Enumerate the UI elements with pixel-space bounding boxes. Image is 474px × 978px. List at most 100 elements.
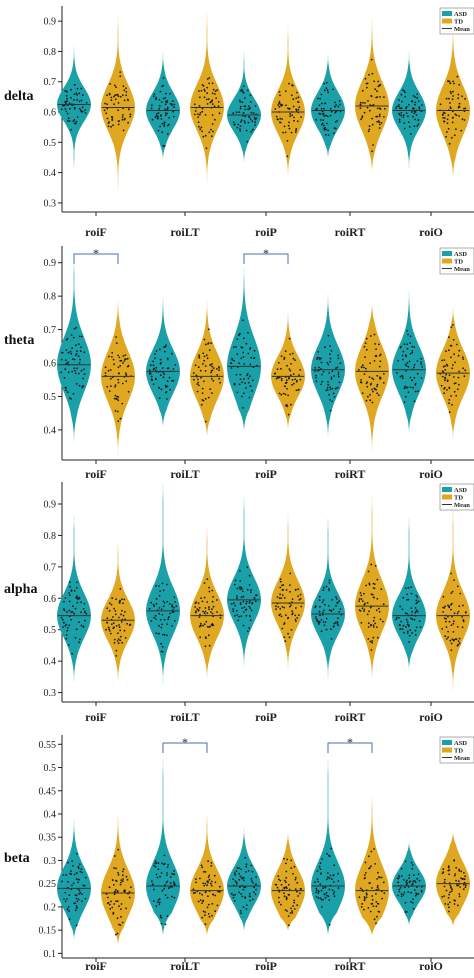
data-point (155, 873, 158, 876)
data-point (443, 392, 446, 394)
data-point (282, 584, 285, 586)
data-point (441, 113, 444, 116)
data-point (152, 360, 155, 363)
data-point (398, 99, 400, 101)
y-tick-label: 0.8 (44, 531, 57, 542)
data-point (290, 867, 293, 869)
data-point (119, 588, 122, 590)
data-point (230, 367, 233, 369)
data-point (126, 365, 129, 368)
data-point (149, 364, 152, 367)
data-point (368, 376, 371, 378)
data-point (195, 374, 198, 377)
data-point (379, 108, 382, 110)
data-point (458, 105, 460, 108)
data-point (205, 354, 208, 357)
data-point (451, 121, 454, 124)
data-point (242, 888, 245, 891)
data-point (400, 112, 403, 114)
data-point (382, 382, 385, 384)
data-point (292, 105, 295, 108)
data-point (409, 133, 412, 135)
legend-swatch-td (442, 747, 452, 753)
data-point (117, 95, 120, 98)
data-point (253, 886, 256, 889)
data-point (125, 91, 128, 93)
data-point (209, 388, 212, 391)
data-point (241, 90, 244, 93)
data-point (359, 887, 362, 890)
data-point (319, 883, 322, 886)
data-point (288, 888, 291, 891)
data-point (405, 112, 408, 114)
data-point (67, 861, 69, 864)
data-point (363, 345, 366, 348)
data-point (324, 346, 326, 349)
data-point (113, 893, 116, 896)
data-point (366, 86, 368, 89)
data-point (332, 626, 335, 628)
data-point (216, 904, 219, 907)
data-point (456, 612, 459, 615)
data-point (77, 355, 80, 358)
data-point (120, 613, 122, 616)
data-point (328, 923, 331, 926)
data-point (120, 903, 123, 905)
data-point (275, 608, 277, 610)
data-point (254, 600, 257, 603)
data-point (293, 865, 296, 868)
data-point (158, 107, 161, 110)
data-point (283, 636, 286, 639)
data-point (245, 908, 248, 910)
data-point (193, 103, 196, 106)
data-point (113, 903, 116, 905)
data-point (121, 402, 124, 405)
data-point (327, 91, 329, 94)
data-point (193, 113, 196, 116)
data-point (238, 586, 241, 589)
data-point (319, 873, 322, 875)
violin-td (271, 24, 305, 179)
data-point (369, 606, 372, 609)
data-point (368, 855, 370, 858)
data-point (318, 357, 320, 359)
data-point (448, 142, 451, 145)
data-point (80, 601, 82, 604)
data-point (404, 901, 407, 904)
data-point (373, 848, 375, 850)
data-point (462, 883, 465, 886)
data-point (454, 113, 457, 116)
data-point (204, 607, 207, 609)
data-point (446, 131, 448, 133)
data-point (456, 388, 459, 391)
data-point (196, 608, 199, 610)
data-point (317, 623, 320, 625)
data-point (67, 391, 69, 394)
data-point (125, 94, 128, 97)
data-point (421, 366, 423, 368)
data-point (445, 373, 447, 376)
data-point (366, 602, 369, 604)
data-point (232, 608, 235, 611)
data-point (379, 376, 381, 379)
data-point (169, 882, 172, 884)
data-point (458, 102, 461, 105)
data-point (122, 129, 125, 132)
significance-bracket (327, 742, 373, 753)
data-point (325, 628, 328, 631)
data-point (160, 101, 163, 103)
data-point (243, 363, 246, 365)
data-point (210, 342, 213, 345)
x-tick-label: roiLT (170, 710, 199, 724)
x-tick-label: roiO (419, 225, 443, 239)
data-point (161, 367, 164, 369)
data-point (324, 102, 326, 105)
data-point (216, 368, 218, 370)
data-point (418, 106, 421, 108)
data-point (202, 363, 204, 365)
data-point (329, 360, 331, 363)
data-point (169, 92, 171, 95)
data-point (111, 119, 114, 121)
data-point (372, 582, 375, 585)
data-point (314, 366, 317, 369)
